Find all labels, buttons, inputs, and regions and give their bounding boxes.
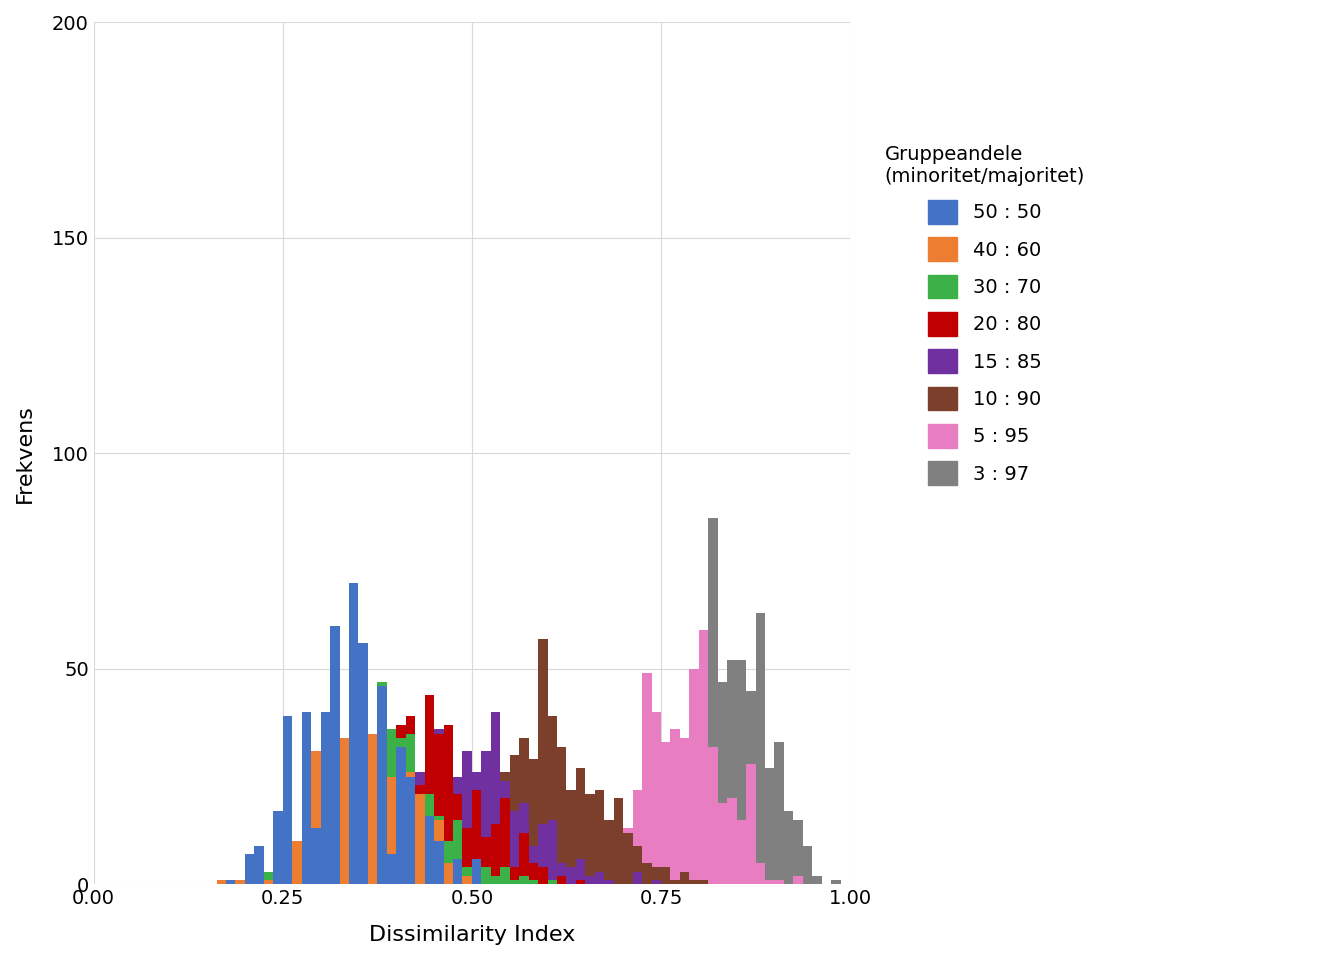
Polygon shape <box>94 583 851 884</box>
Polygon shape <box>94 638 851 884</box>
Polygon shape <box>94 682 851 884</box>
Legend: 50 : 50, 40 : 60, 30 : 70, 20 : 80, 15 : 85, 10 : 90, 5 : 95, 3 : 97: 50 : 50, 40 : 60, 30 : 70, 20 : 80, 15 :… <box>875 135 1095 494</box>
Y-axis label: Frekvens: Frekvens <box>15 404 35 503</box>
Polygon shape <box>94 699 851 884</box>
Polygon shape <box>94 630 851 884</box>
Polygon shape <box>94 518 851 884</box>
X-axis label: Dissimilarity Index: Dissimilarity Index <box>368 925 575 945</box>
Polygon shape <box>94 712 851 884</box>
Polygon shape <box>94 695 851 884</box>
